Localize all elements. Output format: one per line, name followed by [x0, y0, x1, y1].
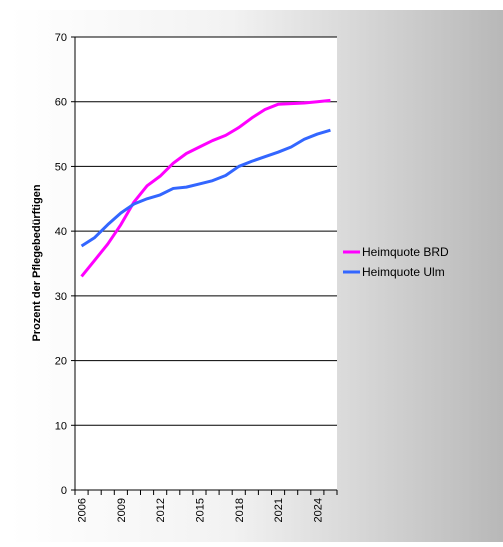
line — [80, 128, 331, 248]
y-tick-label: 60 — [55, 97, 67, 109]
x-tick-label: 2012 — [155, 498, 167, 522]
legend-label: Heimquote Ulm — [362, 265, 445, 279]
y-tick-label: 20 — [55, 356, 67, 368]
x-tick-label: 2024 — [312, 498, 324, 522]
line — [80, 98, 331, 278]
y-tick-label: 10 — [55, 420, 67, 432]
x-tick-label: 2006 — [77, 498, 89, 522]
x-tick-label: 2021 — [273, 498, 285, 522]
y-tick-label: 0 — [61, 485, 67, 497]
y-axis-label: Prozent der Pflegebedürftigen — [31, 184, 43, 341]
x-tick-label: 2018 — [234, 498, 246, 522]
plot-area — [75, 37, 337, 490]
y-tick-label: 70 — [55, 32, 67, 44]
legend-label: Heimquote BRD — [362, 245, 449, 259]
y-tick-label: 40 — [55, 226, 67, 238]
y-tick-label: 30 — [55, 291, 67, 303]
x-tick-label: 2009 — [116, 498, 128, 522]
x-tick-label: 2015 — [194, 498, 206, 522]
y-tick-label: 50 — [55, 161, 67, 173]
